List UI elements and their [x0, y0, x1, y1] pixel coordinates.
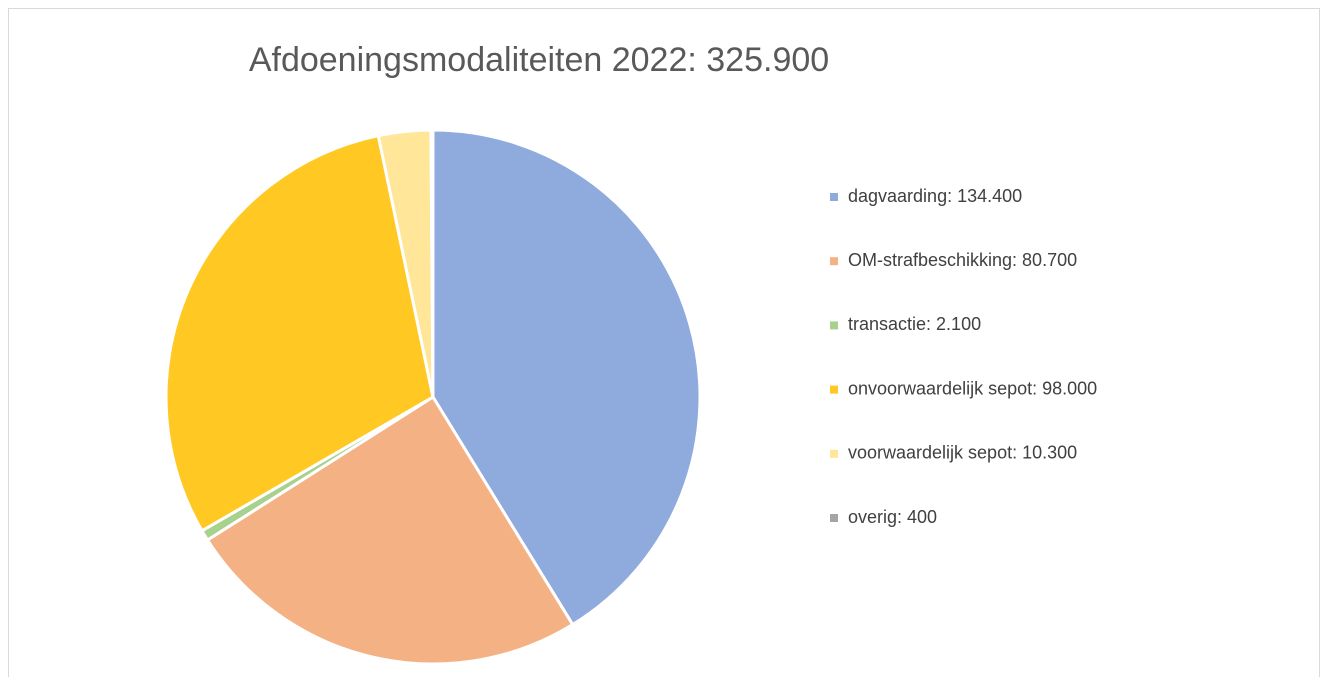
legend-marker — [830, 449, 838, 458]
legend-label: voorwaardelijk sepot: 10.300 — [848, 443, 1077, 463]
legend-label: onvoorwaardelijk sepot: 98.000 — [848, 378, 1097, 398]
legend-label: overig: 400 — [848, 507, 937, 527]
chart-title: Afdoeningsmodaliteiten 2022: 325.900 — [249, 41, 829, 79]
legend-marker — [830, 514, 838, 522]
legend-label: dagvaarding: 134.400 — [848, 186, 1022, 206]
pie-slice — [164, 134, 435, 533]
pie-slice — [431, 128, 702, 627]
legend: dagvaarding: 134.400 OM-strafbeschikking:… — [830, 186, 1097, 527]
pie — [164, 128, 702, 666]
legend-label: OM-strafbeschikking: 80.700 — [848, 250, 1077, 270]
legend-marker — [830, 385, 838, 394]
legend-marker — [830, 321, 838, 330]
legend-marker — [830, 257, 838, 266]
pie-slice — [206, 395, 575, 666]
legend-marker — [830, 193, 838, 201]
legend-label: transactie: 2.100 — [848, 314, 981, 334]
pie-slice — [429, 128, 435, 399]
